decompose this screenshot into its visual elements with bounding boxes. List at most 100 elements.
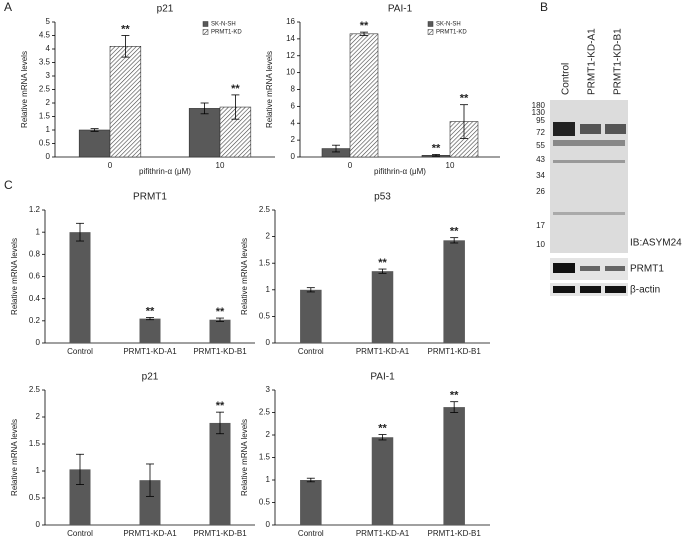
- x-tick-label: PRMT1-KD-A1: [356, 347, 410, 356]
- y-tick-label: 2.5: [259, 205, 271, 214]
- y-tick-label: 2: [291, 135, 296, 144]
- band: [580, 266, 600, 271]
- band: [605, 124, 626, 134]
- x-tick-label: PRMT1-KD-A1: [123, 529, 177, 538]
- y-tick-label: 0: [291, 152, 296, 161]
- band: [553, 286, 575, 293]
- y-axis-label: Relative mRNA levels: [10, 419, 19, 496]
- y-tick-label: 0.5: [259, 498, 271, 507]
- y-tick-label: 2: [266, 430, 271, 439]
- y-tick-label: 2: [266, 232, 271, 241]
- marker-label: 72: [536, 128, 545, 137]
- bar: [371, 437, 394, 525]
- bar: [443, 407, 465, 525]
- significance: **: [450, 390, 459, 402]
- y-tick-label: 5: [46, 17, 51, 26]
- significance: **: [360, 20, 369, 32]
- bar: [139, 318, 161, 343]
- marker-label: 34: [536, 171, 545, 180]
- y-tick-label: 1: [266, 475, 271, 484]
- bar: [300, 480, 322, 525]
- significance: **: [231, 83, 240, 95]
- y-tick-label: 0: [36, 338, 41, 347]
- x-axis-label: pifithrin-α (μM): [374, 167, 426, 176]
- y-tick-label: 2.5: [39, 85, 51, 94]
- y-tick-label: 3: [46, 71, 51, 80]
- bar: [78, 129, 111, 158]
- bar: [371, 271, 394, 343]
- y-tick-label: 1.5: [259, 453, 271, 462]
- y-tick-label: 0: [36, 520, 41, 529]
- bar: [209, 422, 231, 525]
- marker-label: 10: [536, 240, 545, 249]
- x-tick-label: PRMT1-KD-B1: [427, 347, 481, 356]
- lane-label: PRMT1-KD-A1: [587, 28, 598, 95]
- bar: [139, 480, 161, 525]
- y-tick-label: 16: [286, 17, 295, 26]
- x-tick-label: Control: [67, 347, 93, 356]
- bar: [69, 469, 91, 525]
- y-tick-label: 4.5: [39, 31, 51, 40]
- x-tick-label: PRMT1-KD-B1: [427, 529, 481, 538]
- significance: **: [450, 226, 459, 238]
- blot-label: PRMT1: [630, 264, 664, 275]
- marker-label: 17: [536, 221, 545, 230]
- y-tick-label: 1: [36, 466, 41, 475]
- x-tick-label: PRMT1-KD-A1: [123, 347, 177, 356]
- lane-label: Control: [561, 63, 572, 95]
- y-tick-label: 0.5: [29, 493, 41, 502]
- x-tick-label: Control: [298, 347, 324, 356]
- band: [605, 266, 625, 271]
- marker-label: 130: [532, 108, 546, 117]
- bar: [443, 240, 465, 343]
- y-tick-label: 4: [291, 118, 296, 127]
- y-tick-label: 0: [266, 520, 271, 529]
- band: [580, 124, 601, 134]
- significance: **: [378, 257, 387, 269]
- significance: **: [460, 93, 469, 105]
- chart-title: PAI-1: [370, 372, 395, 383]
- x-tick-label: 10: [216, 161, 225, 170]
- y-tick-label: 0.8: [29, 249, 41, 258]
- x-tick-label: 0: [108, 161, 113, 170]
- band: [553, 160, 625, 163]
- legend-label: PRMT1-KD: [436, 30, 467, 36]
- panel-label: B: [540, 0, 548, 14]
- y-tick-label: 2.5: [259, 408, 271, 417]
- chart-title: PAI-1: [388, 4, 413, 15]
- y-tick-label: 0.5: [259, 312, 271, 321]
- x-tick-label: 0: [348, 161, 353, 170]
- y-tick-label: 0.2: [29, 316, 41, 325]
- y-axis-label: Relative mRNA levels: [240, 238, 249, 315]
- y-tick-label: 1.2: [29, 205, 41, 214]
- marker-label: 95: [536, 116, 545, 125]
- bar: [349, 33, 379, 158]
- y-tick-label: 1: [36, 227, 41, 236]
- y-tick-label: 3: [266, 385, 271, 394]
- y-tick-label: 6: [291, 101, 296, 110]
- significance: **: [146, 305, 155, 317]
- x-tick-label: PRMT1-KD-B1: [193, 529, 247, 538]
- blot-label: β-actin: [630, 285, 660, 296]
- legend-label: PRMT1-KD: [211, 30, 242, 36]
- y-axis-label: Relative mRNA levels: [240, 419, 249, 496]
- band: [553, 140, 625, 146]
- legend-label: SK-N-SH: [211, 22, 236, 28]
- panel-label: C: [4, 178, 13, 192]
- chart-title: p53: [374, 192, 391, 203]
- y-tick-label: 0: [266, 338, 271, 347]
- y-tick-label: 0.5: [39, 139, 51, 148]
- y-axis-label: Relative mRNA levels: [265, 51, 274, 128]
- y-tick-label: 2: [36, 412, 41, 421]
- significance: **: [378, 422, 387, 434]
- y-tick-label: 1: [46, 125, 51, 134]
- x-tick-label: PRMT1-KD-A1: [356, 529, 410, 538]
- marker-label: 55: [536, 141, 545, 150]
- band: [580, 286, 601, 293]
- bar: [209, 319, 231, 343]
- legend-swatch: [427, 29, 434, 35]
- significance: **: [432, 142, 441, 154]
- y-tick-label: 8: [291, 85, 296, 94]
- marker-label: 26: [536, 187, 545, 196]
- y-tick-label: 0: [46, 152, 51, 161]
